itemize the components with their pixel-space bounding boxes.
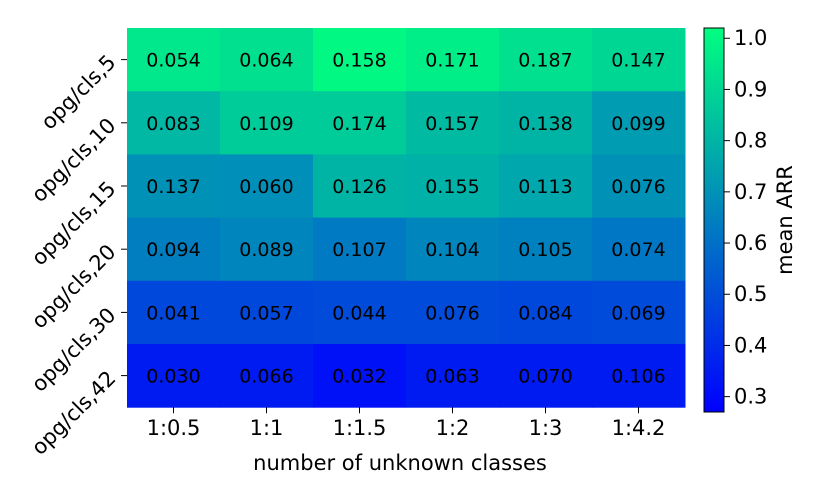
cell-value-r1-c2: 0.174 [332, 113, 386, 135]
heatmap-cell-r0-c5 [592, 28, 686, 92]
x-axis-title: number of unknown classes [253, 451, 547, 475]
cell-value-r5-c5: 0.106 [611, 366, 665, 388]
cell-value-r4-c0: 0.041 [146, 302, 200, 324]
cell-value-r2-c2: 0.126 [332, 176, 386, 198]
cell-value-r1-c1: 0.109 [239, 113, 293, 135]
heatmap-cell-r0-c0 [127, 28, 221, 92]
heatmap-cell-r5-c5 [592, 344, 686, 408]
heatmap-cell-r1-c1 [220, 91, 314, 155]
heatmap-cell-r2-c3 [406, 154, 500, 219]
heatmap-cell-r4-c4 [499, 280, 593, 345]
cell-value-r1-c3: 0.157 [425, 113, 479, 135]
x-tick-label-2: 1:1.5 [333, 416, 387, 440]
heatmap-cell-r2-c4 [499, 154, 593, 219]
heatmap-cell-r3-c4 [499, 217, 593, 282]
heatmap-cell-r5-c2 [313, 344, 407, 408]
colorbar-gradient [703, 27, 725, 413]
x-tick-label-1: 1:1 [250, 416, 284, 440]
x-tick-label-3: 1:2 [436, 416, 470, 440]
cell-value-r3-c4: 0.105 [518, 239, 572, 261]
heatmap-cell-r3-c5 [592, 217, 686, 282]
x-tick-label-4: 1:3 [529, 416, 563, 440]
heatmap-cell-labels: 0.054 0.064 0.158 0.171 0.187 0.147 0.083 0.109… [146, 50, 665, 388]
cell-value-r3-c1: 0.089 [239, 239, 293, 261]
heatmap-cell-r4-c0 [127, 280, 221, 345]
cell-value-r2-c1: 0.060 [239, 176, 293, 198]
cell-value-r5-c4: 0.070 [518, 366, 572, 388]
colorbar-tick-label-3: 0.6 [734, 231, 767, 255]
heatmap-cell-r5-c4 [499, 344, 593, 408]
cell-value-r4-c1: 0.057 [239, 302, 293, 324]
cell-value-r2-c4: 0.113 [518, 176, 572, 198]
heatmap-cell-r3-c3 [406, 217, 500, 282]
cell-value-r4-c2: 0.044 [332, 302, 386, 324]
heatmap-cell-r1-c4 [499, 91, 593, 155]
cell-value-r1-c4: 0.138 [518, 113, 572, 135]
colorbar-tick-label-5: 0.8 [734, 129, 767, 153]
heatmap-cell-r3-c0 [127, 217, 221, 282]
cell-value-r4-c5: 0.069 [611, 302, 665, 324]
colorbar-tick-label-0: 0.3 [734, 385, 767, 409]
x-tick-label-0: 1:0.5 [147, 416, 201, 440]
x-axis-ticks: 1:0.5 1:1 1:1.5 1:2 1:3 1:4.2 [147, 407, 666, 440]
cell-value-r0-c1: 0.064 [239, 50, 293, 72]
heatmap-cell-r2-c2 [313, 154, 407, 219]
heatmap-cell-r4-c5 [592, 280, 686, 345]
heatmap-cell-r1-c2 [313, 91, 407, 155]
heatmap-cell-r2-c1 [220, 154, 314, 219]
heatmap-cell-r2-c5 [592, 154, 686, 219]
colorbar-title: mean ARR [773, 165, 797, 275]
cell-value-r5-c1: 0.066 [239, 366, 293, 388]
cell-value-r5-c2: 0.032 [332, 366, 386, 388]
heatmap-cell-r1-c0 [127, 91, 221, 155]
cell-value-r3-c5: 0.074 [611, 239, 665, 261]
cell-value-r2-c5: 0.076 [611, 176, 665, 198]
cell-value-r5-c0: 0.030 [146, 366, 200, 388]
cell-value-r0-c0: 0.054 [146, 50, 200, 72]
cell-value-r2-c0: 0.137 [146, 176, 200, 198]
heatmap-cell-r4-c1 [220, 280, 314, 345]
cell-value-r4-c4: 0.084 [518, 302, 572, 324]
colorbar-tick-label-4: 0.7 [734, 180, 767, 204]
cell-value-r0-c3: 0.171 [425, 50, 479, 72]
heatmap-cell-r4-c2 [313, 280, 407, 345]
cell-value-r5-c3: 0.063 [425, 366, 479, 388]
cell-value-r2-c3: 0.155 [425, 176, 479, 198]
heatmap-cell-r1-c3 [406, 91, 500, 155]
y-axis-ticks: opg/cls,5opg/cls,10opg/cls,15opg/cls,20o… [27, 50, 127, 460]
colorbar-tick-label-6: 0.9 [734, 77, 767, 101]
heatmap-cell-r0-c1 [220, 28, 314, 92]
cell-value-r3-c2: 0.107 [332, 239, 386, 261]
cell-value-r3-c0: 0.094 [146, 239, 200, 261]
cell-value-r3-c3: 0.104 [425, 239, 479, 261]
colorbar: 0.3 0.4 0.5 0.6 0.7 0.8 0.9 1.0 mean ARR [703, 26, 797, 413]
cell-value-r0-c5: 0.147 [611, 50, 665, 72]
heatmap-cell-r2-c0 [127, 154, 221, 219]
colorbar-tick-label-7: 1.0 [734, 26, 767, 50]
cell-value-r1-c0: 0.083 [146, 113, 200, 135]
heatmap-cell-r1-c5 [592, 91, 686, 155]
cell-value-r0-c4: 0.187 [518, 50, 572, 72]
colorbar-ticks: 0.3 0.4 0.5 0.6 0.7 0.8 0.9 1.0 [724, 26, 767, 409]
colorbar-tick-label-2: 0.5 [734, 282, 767, 306]
heatmap-cell-r0-c3 [406, 28, 500, 92]
cell-value-r0-c2: 0.158 [332, 50, 386, 72]
heatmap-cell-r0-c4 [499, 28, 593, 92]
heatmap-cell-r5-c3 [406, 344, 500, 408]
heatmap-cell-r0-c2 [313, 28, 407, 92]
heatmap-cell-r5-c1 [220, 344, 314, 408]
heatmap-cells [127, 28, 686, 408]
cell-value-r1-c5: 0.099 [611, 113, 665, 135]
x-tick-label-5: 1:4.2 [612, 416, 666, 440]
heatmap-cell-r3-c1 [220, 217, 314, 282]
colorbar-tick-label-1: 0.4 [734, 333, 767, 357]
heatmap-cell-r5-c0 [127, 344, 221, 408]
heatmap-cell-r3-c2 [313, 217, 407, 282]
heatmap-cell-r4-c3 [406, 280, 500, 345]
cell-value-r4-c3: 0.076 [425, 302, 479, 324]
